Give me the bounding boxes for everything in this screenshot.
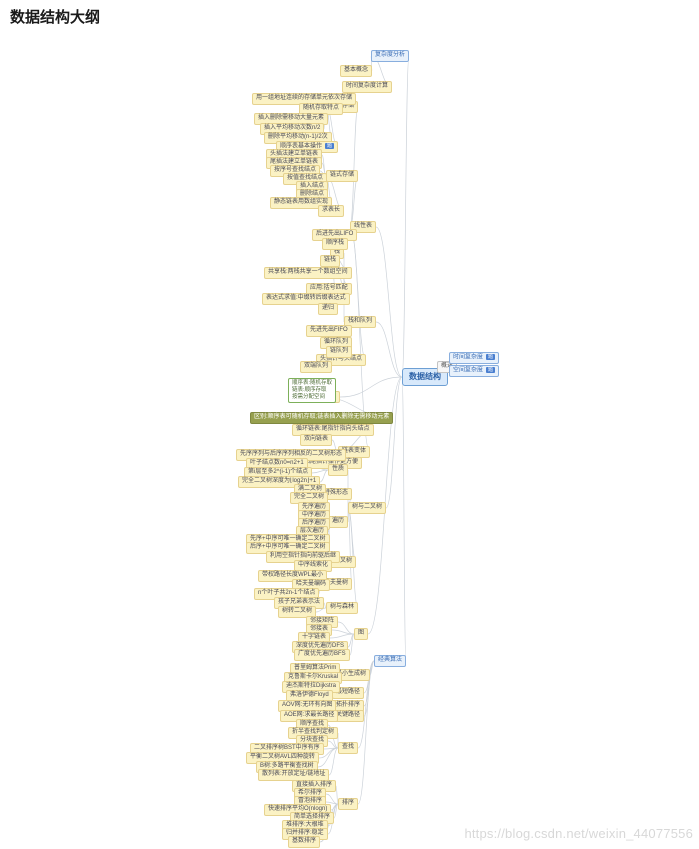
- mindmap-node-n23[interactable]: 链栈: [320, 255, 341, 267]
- mindmap-node-s56[interactable]: 树与森林: [326, 602, 359, 614]
- mindmap-node-n27[interactable]: 递归: [318, 303, 339, 315]
- mindmap-node-n22[interactable]: 顺序栈: [322, 238, 349, 250]
- mindmap-node-n1[interactable]: 基本概念: [340, 65, 373, 77]
- exercise-badge: 题: [486, 367, 496, 373]
- mindmap-node-n18[interactable]: 循环链表:尾指针指向头结点: [292, 424, 374, 436]
- mindmap-node-n31[interactable]: 双端队列: [300, 361, 333, 373]
- exercise-badge: 题: [486, 354, 496, 360]
- mindmap-node-s51[interactable]: 性质: [328, 464, 349, 476]
- mindmap-node-L3[interactable]: 栈和队列: [344, 316, 377, 328]
- mindmap-node-n19[interactable]: 双向链表: [300, 434, 333, 446]
- mindmap-node-root[interactable]: 数据结构: [402, 368, 448, 386]
- mindmap-node-n26[interactable]: 表达式求值:中缀转后缀表达式: [262, 293, 350, 305]
- mindmap-node-n30[interactable]: 链队列: [326, 346, 353, 358]
- mindmap-node-s22[interactable]: 链式存储: [326, 170, 359, 182]
- mindmap-node-L2[interactable]: 线性表: [350, 221, 377, 233]
- mindmap-node-n15[interactable]: 静态链表用数组实现: [270, 197, 333, 209]
- mindmap-node-g2[interactable]: 区别:顺序表可随机存取;链表插入删除无需移动元素: [250, 412, 394, 424]
- mindmap-node-s95[interactable]: 查找: [338, 742, 359, 754]
- mindmap-node-r3[interactable]: 空间复杂度题: [449, 365, 500, 378]
- mindmap-node-n35[interactable]: 完全二叉树深度为⌊log2n⌋+1: [238, 476, 321, 488]
- page-title: 数据结构大纲: [10, 9, 101, 26]
- mindmap-node-n55[interactable]: 广度优先遍历BFS: [294, 649, 350, 661]
- mindmap-node-n24[interactable]: 共享栈:两栈共享一个数组空间: [264, 267, 352, 279]
- mindmap-node-n68[interactable]: 散列表:开放定址/链地址: [258, 769, 330, 781]
- mindmap-node-s52[interactable]: 遍历: [328, 516, 349, 528]
- mindmap-node-g1[interactable]: 顺序表:随机存取 链表:顺序存取 按需分配空间: [288, 378, 337, 403]
- mindmap-node-L9[interactable]: 经典算法: [374, 655, 407, 667]
- mindmap-node-n76[interactable]: 基数排序: [288, 836, 321, 848]
- mindmap-node-L5[interactable]: 树与二叉树: [348, 502, 387, 514]
- watermark: https://blog.csdn.net/weixin_44077556: [464, 826, 693, 841]
- mindmap-node-n28[interactable]: 先进先出FIFO: [306, 325, 352, 337]
- mindmap-node-s96[interactable]: 排序: [338, 798, 359, 810]
- mindmap-node-n50[interactable]: 树转二叉树: [278, 606, 317, 618]
- mindmap-node-n16[interactable]: 求表长: [318, 205, 345, 217]
- mindmap-node-L6[interactable]: 图: [354, 628, 369, 640]
- mindmap-node-r2[interactable]: 时间复杂度题: [449, 352, 500, 365]
- mindmap-node-L1[interactable]: 复杂度分析: [371, 50, 410, 62]
- mindmap-node-n2[interactable]: 时间复杂度计算: [342, 81, 393, 93]
- exercise-badge: 题: [325, 143, 335, 149]
